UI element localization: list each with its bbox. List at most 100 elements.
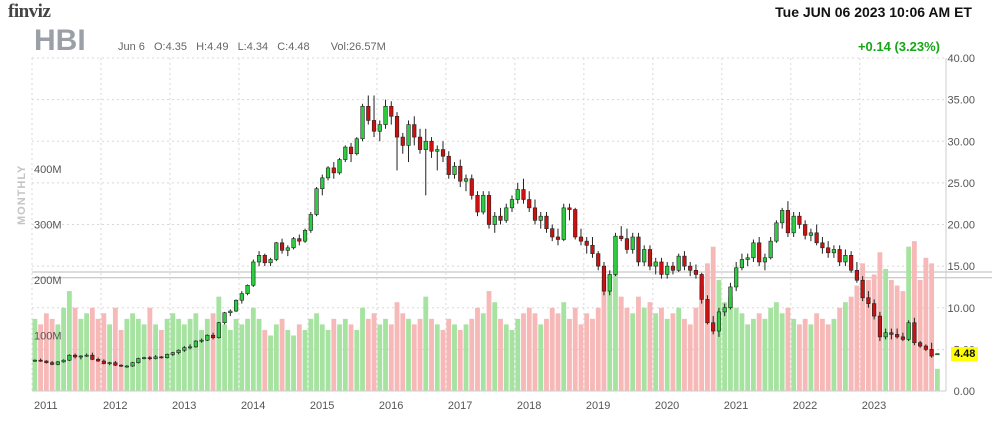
volume-bar [670, 313, 676, 391]
volume-bar [860, 263, 866, 391]
volume-bar [578, 324, 584, 391]
volume-bar [360, 307, 365, 391]
volume-bar [595, 307, 601, 391]
price-tick-label: 0.00 [954, 386, 975, 398]
candle-body [67, 354, 72, 361]
volume-bar [411, 324, 417, 391]
volume-bar [699, 285, 705, 391]
candle-body [808, 232, 813, 236]
candle-body [406, 124, 411, 146]
candle-body [233, 299, 239, 312]
volume-bar [917, 280, 923, 391]
candle-body [567, 207, 572, 210]
volume-bar [785, 307, 791, 391]
candle-body [96, 359, 101, 362]
volume-bar [245, 318, 250, 391]
price-tick-label: 20.00 [947, 220, 975, 232]
volume-bar [733, 307, 739, 391]
candle-body [900, 336, 905, 340]
candle-body [394, 115, 400, 138]
candle-body [584, 240, 589, 246]
candle-body [475, 195, 480, 213]
candle-body [596, 253, 601, 267]
volume-bar [653, 313, 659, 391]
volume-bar [239, 324, 245, 391]
volume-bar [84, 313, 90, 391]
candle-body [561, 207, 566, 240]
candle-body [73, 354, 78, 358]
candle-body [849, 255, 854, 271]
candle-body [101, 360, 106, 364]
candle-body [440, 149, 446, 157]
volume-bar [584, 313, 590, 391]
candle-body [578, 236, 584, 242]
volume-bar [526, 307, 532, 391]
candle-body [469, 178, 474, 196]
volume-bar [250, 307, 256, 391]
candle-body [193, 340, 198, 348]
volume-bar [791, 318, 797, 391]
candle-body [354, 138, 359, 155]
candle-body [256, 255, 262, 263]
volume-bar [406, 318, 411, 391]
volume-bar [95, 318, 101, 391]
candle-body [854, 269, 859, 281]
volume-bar [515, 318, 521, 391]
volume-bar [181, 324, 187, 391]
candle-body [607, 274, 612, 292]
candle-body [228, 310, 233, 314]
volume-bar [446, 318, 452, 391]
volume-bar [831, 318, 837, 391]
volume-bar [814, 313, 820, 391]
candle-body [716, 311, 722, 332]
volume-bar [383, 318, 388, 391]
volume-bar [49, 318, 55, 391]
candle-body [814, 232, 819, 244]
candle-body [343, 146, 348, 160]
candle-body [210, 334, 216, 339]
candle-body [159, 356, 164, 359]
candle-body [895, 334, 900, 338]
volume-bar [797, 324, 802, 391]
candle-body [274, 242, 279, 260]
candle-body [532, 207, 538, 221]
volume-bar [601, 280, 607, 391]
volume-bar [469, 318, 475, 391]
candle-body [302, 230, 308, 242]
volume-bar [871, 274, 877, 391]
volume-bar [682, 318, 687, 391]
current-datetime: Tue JUN 06 2023 10:06 AM ET [775, 4, 972, 20]
candle-body [423, 140, 428, 150]
candle-body [791, 215, 796, 234]
volume-bar [837, 307, 843, 391]
volume-bar [808, 324, 814, 391]
bar-date: Jun 6 [118, 41, 145, 53]
candle-body [659, 261, 664, 275]
volume-bar [291, 335, 296, 391]
candle-body [268, 259, 273, 264]
candle-body [711, 322, 716, 332]
volume-bar [745, 324, 751, 391]
candle-body [279, 242, 285, 251]
low-value: L:4.34 [237, 41, 269, 53]
candle-body [452, 165, 457, 175]
candle-body [435, 149, 440, 152]
finviz-logo[interactable]: finviz [8, 1, 51, 22]
volume-value: Vol:26.57M [330, 41, 386, 53]
candle-body [803, 224, 808, 236]
ohlc-readout: Jun 6 O:4.35 H:4.49 L:4.34 C:4.48 Vol:26… [118, 41, 392, 53]
candle-body [722, 307, 727, 313]
volume-bar [503, 324, 509, 391]
candle-body [676, 255, 681, 271]
volume-bar [222, 324, 227, 391]
candle-body [325, 167, 331, 179]
volume-bar [365, 318, 371, 391]
candle-body [843, 255, 848, 263]
volume-bar [314, 313, 319, 391]
candle-body [147, 357, 152, 360]
candle-body [573, 209, 578, 238]
candle-body [314, 188, 319, 215]
candle-body [142, 357, 147, 360]
volume-bar [187, 318, 193, 391]
